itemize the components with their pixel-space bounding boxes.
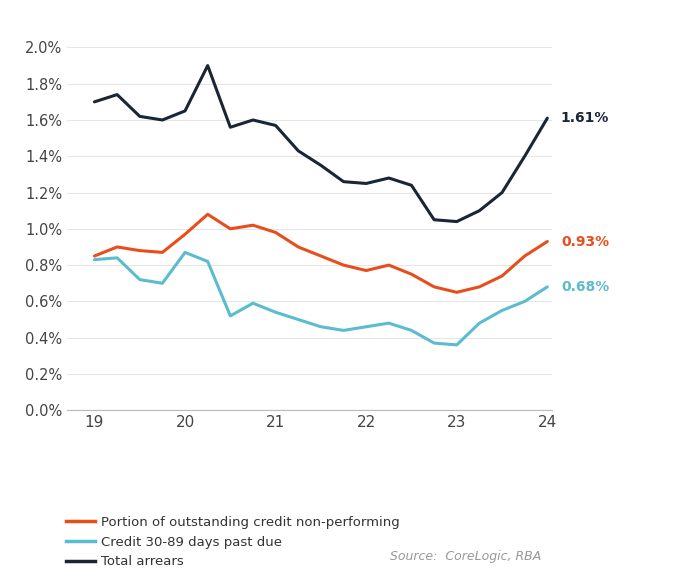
Text: 0.93%: 0.93%: [561, 234, 609, 248]
Text: Source:  CoreLogic, RBA: Source: CoreLogic, RBA: [390, 550, 542, 563]
Legend: Portion of outstanding credit non-performing, Credit 30-89 days past due, Total : Portion of outstanding credit non-perfor…: [61, 511, 405, 574]
Text: 1.61%: 1.61%: [561, 111, 609, 125]
Text: 0.68%: 0.68%: [561, 280, 609, 294]
